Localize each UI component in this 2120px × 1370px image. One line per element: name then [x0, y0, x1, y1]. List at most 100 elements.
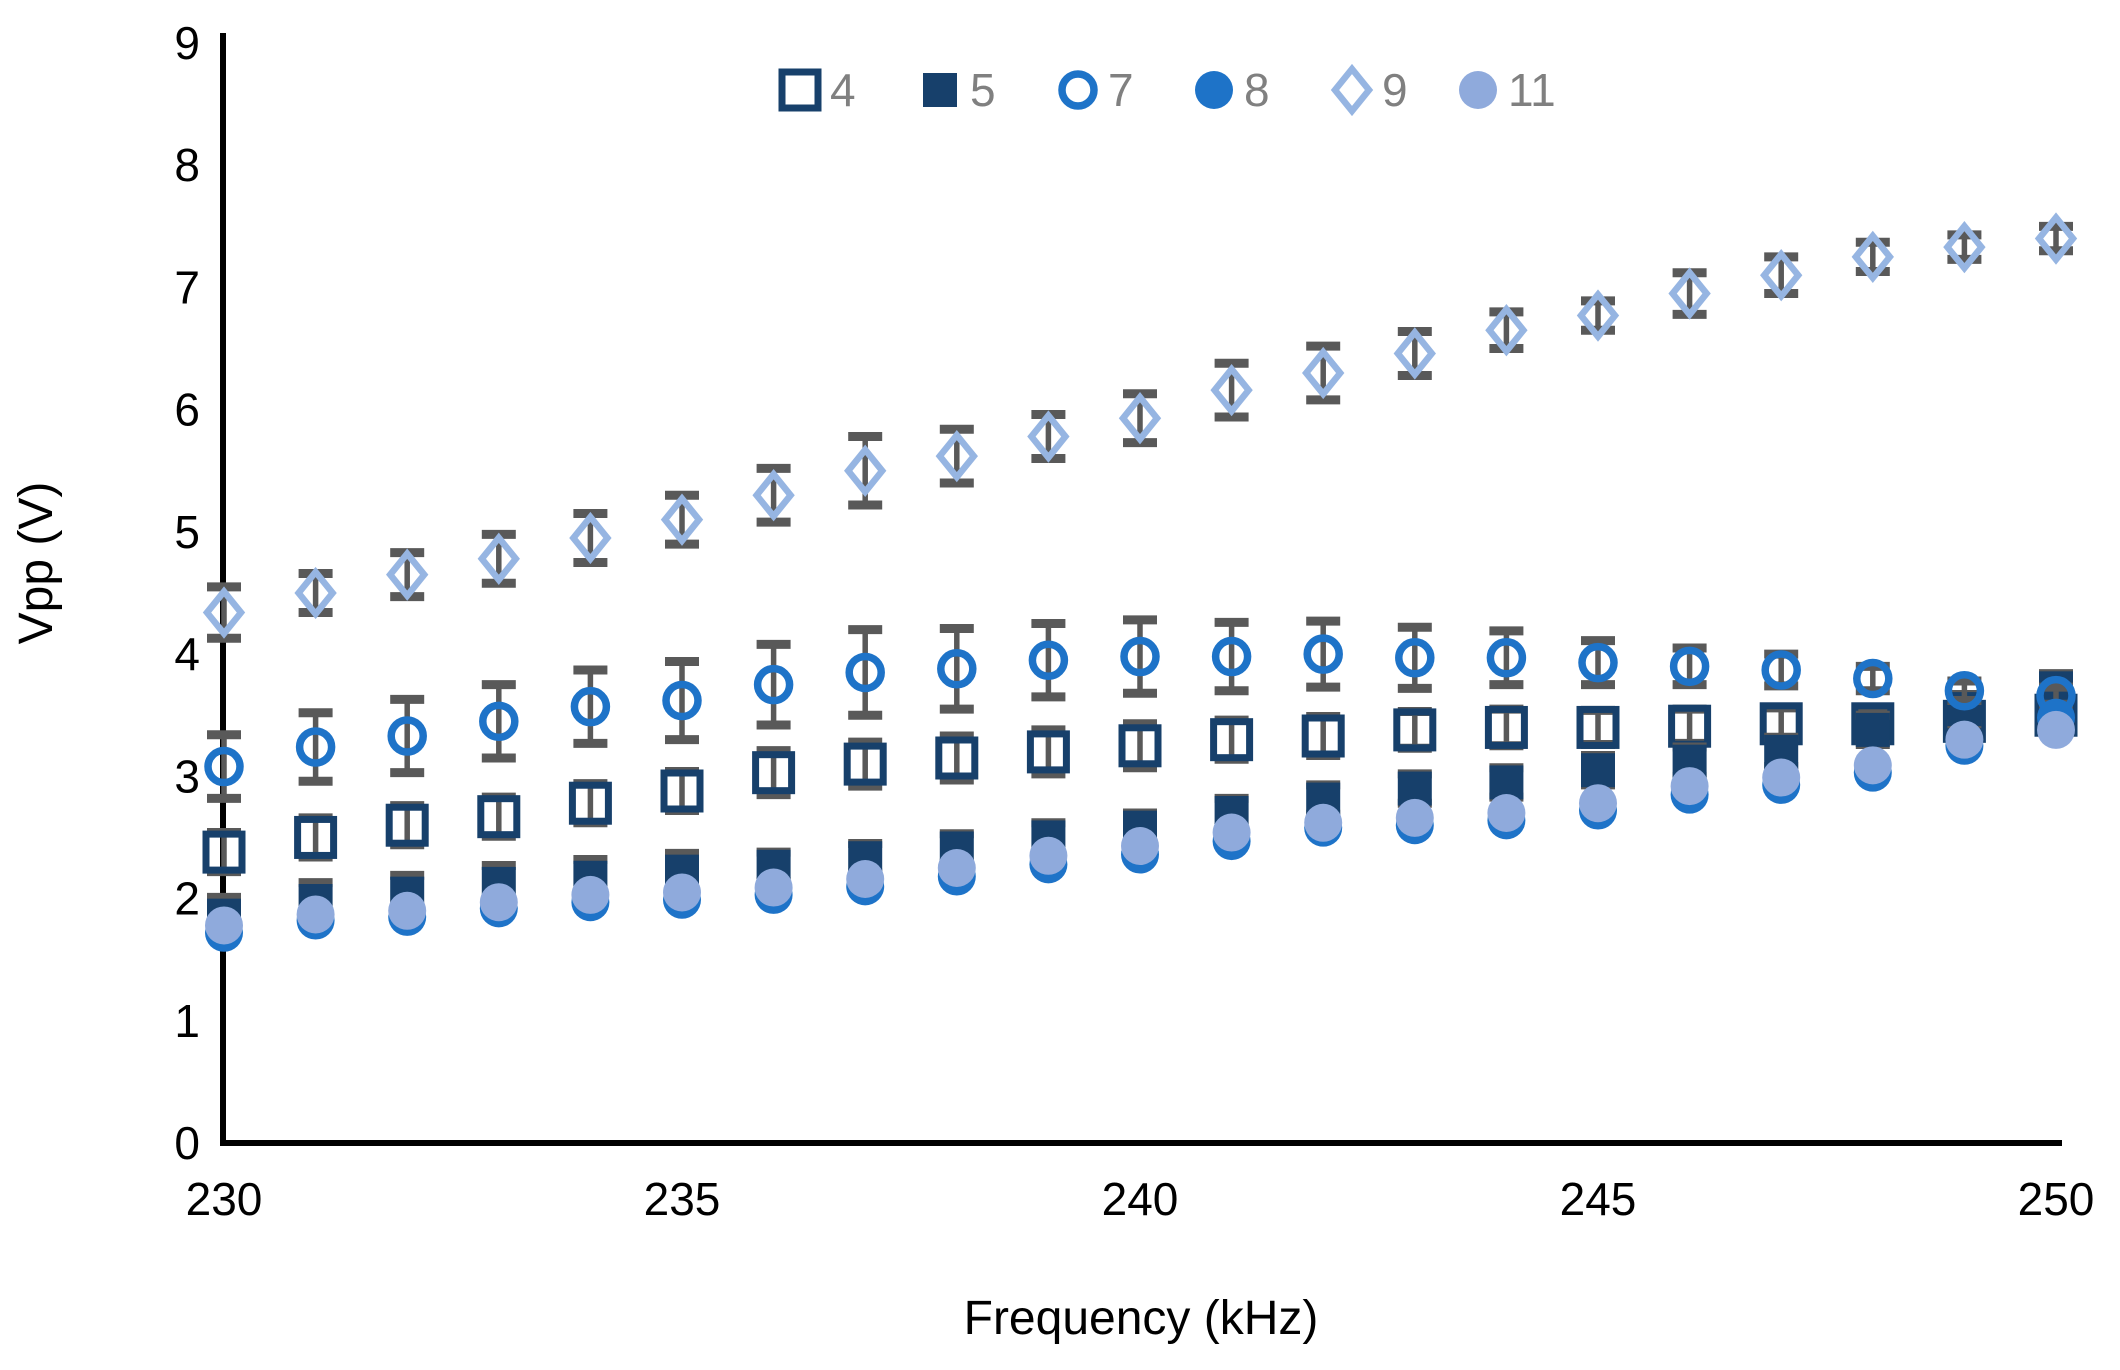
y-tick-labels: 0 1 2 3 4 5 6 7 8 9	[174, 17, 200, 1169]
y-tick-label: 2	[174, 873, 200, 925]
series-9-marker	[386, 548, 429, 601]
x-tick-labels: 230 235 240 245 250	[186, 1173, 2095, 1225]
series-7-marker	[387, 716, 427, 756]
legend-label-5: 5	[970, 64, 996, 116]
legend-label-7: 7	[1108, 64, 1134, 116]
series-9-marker	[1943, 220, 1986, 274]
series-11-marker	[937, 849, 976, 888]
series-4-marker	[1026, 730, 1070, 774]
series-7	[204, 615, 2076, 803]
series-9-marker	[202, 586, 246, 639]
legend-label-9: 9	[1382, 64, 1408, 116]
x-tick-label: 230	[186, 1173, 263, 1225]
series-9-markers	[202, 212, 2078, 639]
series-4-marker	[1576, 705, 1620, 749]
series-9-marker	[1302, 346, 1345, 400]
series-9-marker	[844, 444, 887, 497]
legend-label-8: 8	[1244, 64, 1270, 116]
series-9-marker	[660, 493, 704, 546]
legend-item-11: 11	[1459, 64, 1556, 116]
series-11	[205, 710, 2075, 945]
series-11-marker	[1762, 758, 1801, 797]
y-axis-title: Vpp (V)	[10, 482, 63, 645]
series-11-marker	[1304, 803, 1343, 842]
series-4-marker	[1210, 718, 1254, 762]
series-7-marker	[1944, 671, 1985, 711]
y-tick-label: 7	[174, 261, 200, 313]
y-tick-label: 1	[174, 995, 200, 1047]
series-11-marker	[1853, 746, 1892, 785]
y-tick-label: 3	[174, 750, 200, 802]
legend-item-7: 7	[1058, 64, 1134, 116]
series-7-marker	[1120, 636, 1160, 677]
series-7-marker	[937, 649, 977, 689]
series-11-marker	[205, 906, 243, 945]
y-tick-label: 6	[174, 384, 200, 436]
series-11-marker	[663, 873, 701, 912]
series-9-marker	[1668, 267, 1711, 320]
series-11-marker	[1121, 827, 1159, 866]
series-11-marker	[1212, 813, 1251, 852]
series-11-marker	[479, 883, 518, 922]
series-4-marker	[202, 830, 246, 874]
legend-item-4: 4	[778, 64, 856, 116]
series-9-marker	[1485, 304, 1528, 357]
series-7-marker	[1669, 646, 1710, 687]
series-4-marker	[935, 736, 979, 780]
series-5-marker	[1581, 753, 1615, 788]
series-11-marker	[296, 895, 335, 934]
series-11-marker	[1670, 767, 1709, 806]
series-7-marker	[1211, 636, 1252, 677]
series-11-marker	[754, 868, 793, 907]
series-11-marker	[388, 891, 427, 930]
y-tick-label: 9	[174, 17, 200, 69]
legend: 4 5 7 8 9 11	[778, 63, 1556, 117]
series-9-marker	[935, 429, 978, 483]
series-7-marker	[1761, 650, 1801, 690]
series-9-marker	[1210, 363, 1253, 417]
x-tick-label: 240	[1102, 1173, 1179, 1225]
legend-marker-4	[778, 68, 822, 112]
series-11-markers	[205, 710, 2075, 945]
y-tick-label: 0	[174, 1117, 200, 1169]
series-7-marker	[1486, 638, 1527, 678]
series-7-marker	[570, 686, 611, 727]
series-9-marker	[569, 511, 612, 565]
series-4-marker	[660, 769, 704, 813]
legend-label-11: 11	[1508, 64, 1556, 116]
series-4-marker	[1118, 724, 1162, 768]
series-5-marker	[1489, 765, 1524, 800]
series-11-marker	[571, 875, 610, 914]
series-7-marker	[1853, 658, 1893, 699]
series-9	[202, 212, 2078, 643]
series-11-marker	[1945, 720, 1984, 759]
legend-label-4: 4	[830, 64, 856, 116]
legend-marker-5	[923, 73, 957, 107]
x-tick-label: 245	[1560, 1173, 1637, 1225]
series-4-marker	[385, 803, 429, 847]
series-11-marker	[1579, 784, 1617, 823]
series-7-marker	[1303, 634, 1343, 674]
series-9-marker	[1851, 230, 1894, 284]
series-11-marker	[1395, 798, 1434, 837]
x-tick-label: 250	[2018, 1173, 2095, 1225]
series-5-marker	[1855, 712, 1890, 747]
y-tick-label: 5	[174, 506, 200, 558]
series-7-marker	[845, 652, 885, 693]
x-tick-label: 235	[644, 1173, 721, 1225]
series-9-marker	[752, 469, 795, 522]
series-7-marker	[662, 680, 702, 721]
series-7-marker	[753, 664, 794, 705]
series-4-marker	[568, 781, 612, 825]
series-7-marker	[1028, 640, 1069, 680]
series-4-marker	[477, 795, 521, 839]
series-7-marker	[1395, 638, 1435, 678]
series-7-marker	[1578, 642, 1618, 683]
legend-marker-7	[1058, 70, 1098, 110]
y-tick-label: 4	[174, 628, 200, 680]
series-9-marker	[1027, 410, 1070, 463]
series-9-marker	[294, 566, 337, 620]
legend-marker-11	[1459, 71, 1497, 109]
